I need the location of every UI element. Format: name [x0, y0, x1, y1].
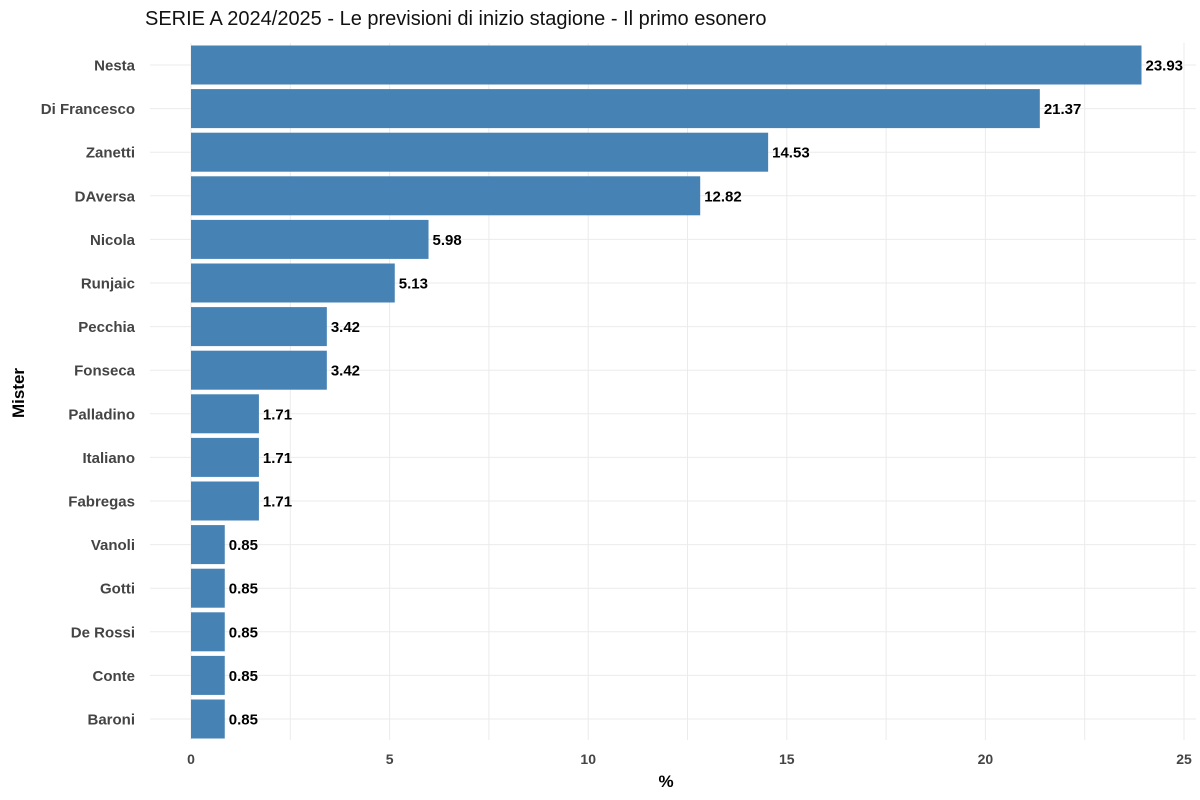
y-tick-label: DAversa: [75, 188, 136, 205]
data-label: 1.71: [263, 494, 292, 511]
x-tick-label: 0: [187, 751, 195, 767]
x-tick-label: 25: [1176, 751, 1192, 767]
data-label: 23.93: [1145, 58, 1183, 75]
bar: [191, 263, 395, 303]
y-tick-label: De Rossi: [71, 624, 135, 641]
y-tick-label: Pecchia: [78, 319, 135, 336]
y-tick-label: Nicola: [90, 232, 136, 249]
y-tick-label: Fonseca: [74, 363, 136, 380]
chart-title: SERIE A 2024/2025 - Le previsioni di ini…: [145, 8, 767, 30]
data-label: 1.71: [263, 406, 292, 423]
bar: [191, 307, 327, 347]
bar: [191, 219, 429, 259]
data-label: 5.98: [433, 232, 462, 249]
y-axis-ticks: Nesta Di Francesco Zanetti DAversa Nicola Run…: [41, 58, 136, 729]
data-label: 0.85: [229, 581, 258, 598]
y-axis-title: Mister: [9, 368, 28, 418]
bar: [191, 45, 1142, 85]
data-label: 0.85: [229, 712, 258, 729]
y-tick-label: Zanetti: [86, 145, 135, 162]
x-tick-label: 10: [580, 751, 596, 767]
bar: [191, 481, 259, 521]
data-label: 0.85: [229, 624, 258, 641]
data-label: 12.82: [704, 188, 742, 205]
data-label: 21.37: [1044, 101, 1082, 118]
data-label: 1.71: [263, 450, 292, 467]
data-label: 3.42: [331, 363, 360, 380]
y-tick-label: Fabregas: [68, 494, 135, 511]
y-tick-label: Gotti: [100, 581, 135, 598]
data-label: 0.85: [229, 537, 258, 554]
bar: [191, 89, 1040, 129]
data-label: 3.42: [331, 319, 360, 336]
bar: [191, 612, 225, 652]
x-axis-title: %: [658, 772, 673, 791]
x-tick-label: 5: [386, 751, 394, 767]
bar: [191, 394, 259, 434]
bars: [191, 45, 1142, 739]
data-label: 5.13: [399, 276, 428, 293]
bar: [191, 132, 769, 172]
x-tick-label: 15: [779, 751, 795, 767]
y-tick-label: Palladino: [68, 406, 135, 423]
y-tick-label: Di Francesco: [41, 101, 135, 118]
bar: [191, 655, 225, 695]
y-tick-label: Vanoli: [91, 537, 135, 554]
x-axis-ticks: 0 5 10 15 20 25: [187, 751, 1192, 767]
bar: [191, 437, 259, 477]
bar: [191, 699, 225, 739]
y-tick-label: Nesta: [94, 58, 136, 75]
y-tick-label: Italiano: [82, 450, 135, 467]
y-tick-label: Baroni: [87, 712, 135, 729]
y-tick-label: Runjaic: [81, 276, 135, 293]
bar: [191, 176, 701, 216]
y-tick-label: Conte: [93, 668, 136, 685]
bar: [191, 350, 327, 390]
bar: [191, 568, 225, 608]
data-labels: 23.93 21.37 14.53 12.82 5.98 5.13 3.42 3.42 1.71…: [229, 58, 1183, 729]
x-tick-label: 20: [978, 751, 994, 767]
bar: [191, 525, 225, 565]
data-label: 0.85: [229, 668, 258, 685]
data-label: 14.53: [772, 145, 810, 162]
